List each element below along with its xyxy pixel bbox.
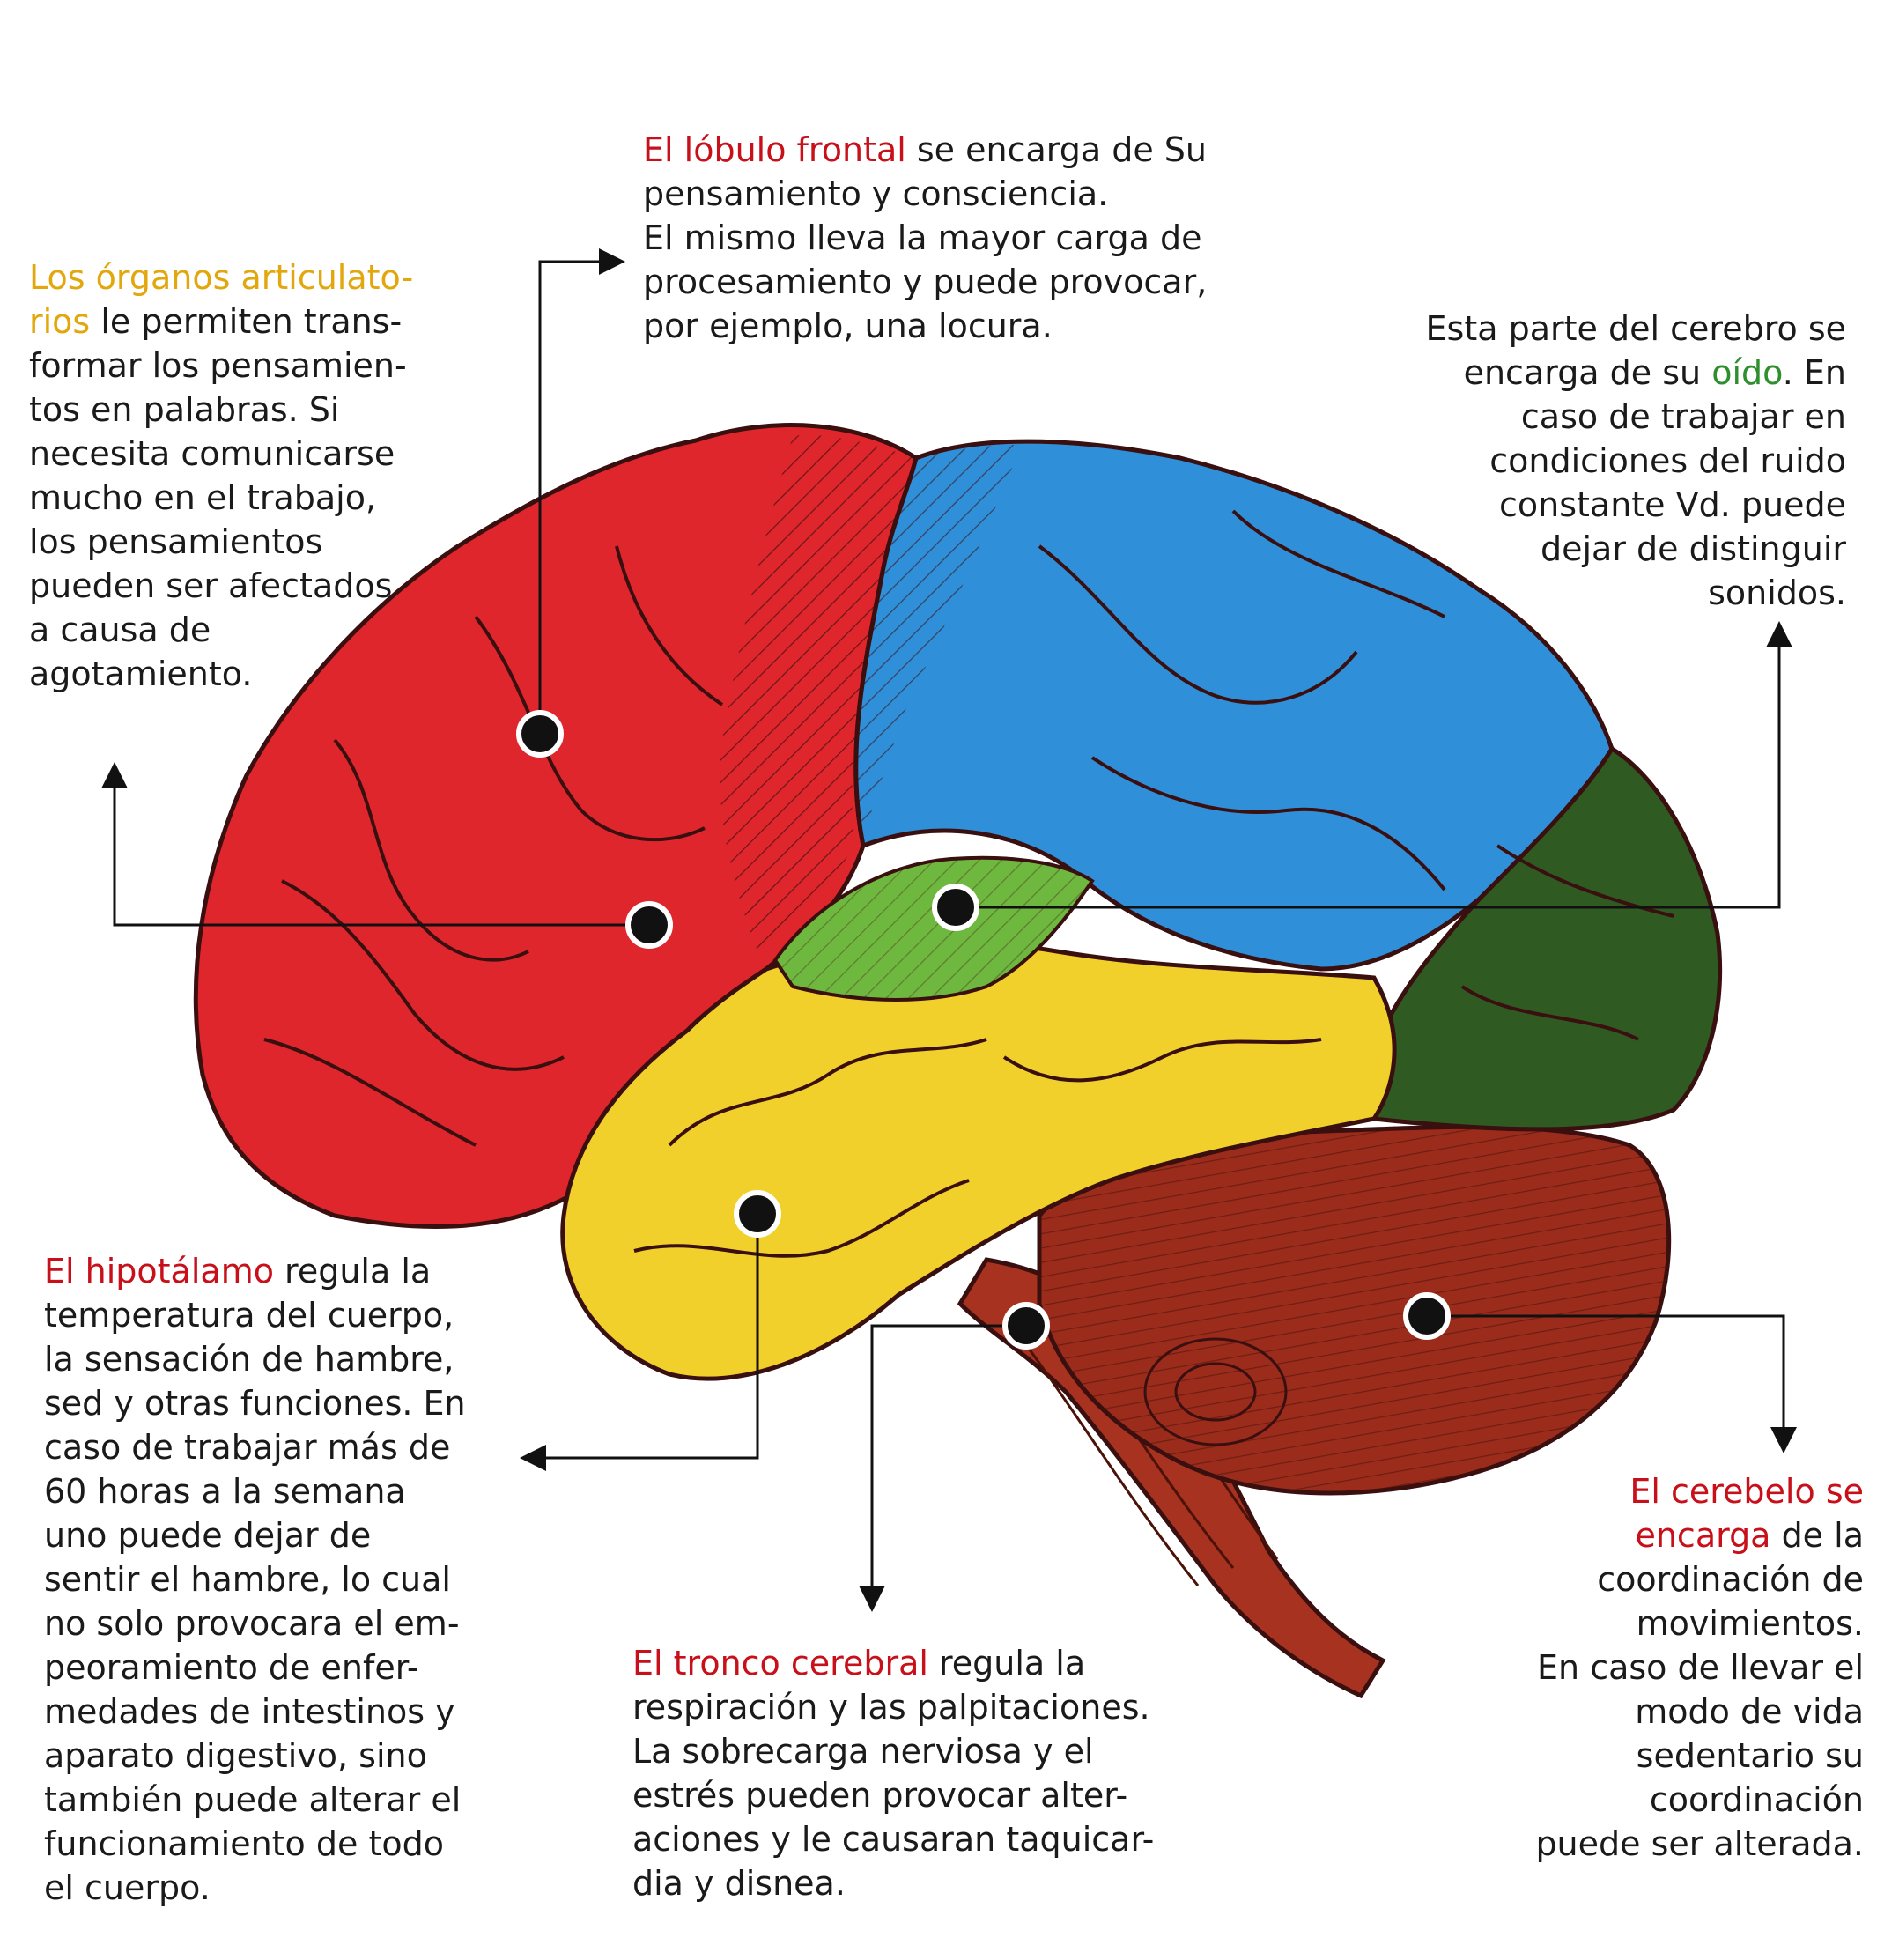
frontal-lobe-caption: El lóbulo frontal se encarga de Su pensa… — [643, 130, 1208, 345]
frontal-marker-dot — [516, 710, 564, 758]
cerebellum-marker-dot — [1403, 1292, 1451, 1340]
articulatory-title-line1: Los órganos articulato- — [29, 258, 414, 297]
hypothalamus-caption: El hipotálamo regula la temperatura del … — [44, 1252, 466, 1907]
hearing-highlight: oído — [1711, 353, 1783, 392]
hearing-marker-dot — [932, 884, 979, 931]
hypothalamus-marker-dot — [734, 1190, 781, 1238]
hearing-caption: Esta parte del cerebro se encarga de su … — [1425, 309, 1846, 612]
occipital-lobe-shape — [1367, 745, 1722, 1132]
articulatory-marker-dot — [625, 901, 673, 949]
hypothalamus-title: El hipotálamo — [44, 1252, 274, 1291]
articulatory-organs-caption: Los órganos articulato- rios le permiten… — [29, 255, 413, 696]
cerebellum-title-line2: encarga — [1635, 1516, 1771, 1555]
brainstem-title: El tronco cerebral — [632, 1644, 928, 1683]
cerebellum-caption: El cerebelo se encarga de la coordinació… — [1535, 1469, 1864, 1866]
temporal-lobe-shape — [560, 940, 1397, 1381]
cerebellum-title-line1: El cerebelo se — [1629, 1472, 1864, 1511]
brainstem-caption: El tronco cerebral regula la respiración… — [632, 1644, 1155, 1903]
frontal-lobe-title: El lóbulo frontal — [643, 130, 906, 169]
articulatory-title-line2: rios — [29, 302, 91, 341]
brainstem-marker-dot — [1002, 1302, 1050, 1350]
